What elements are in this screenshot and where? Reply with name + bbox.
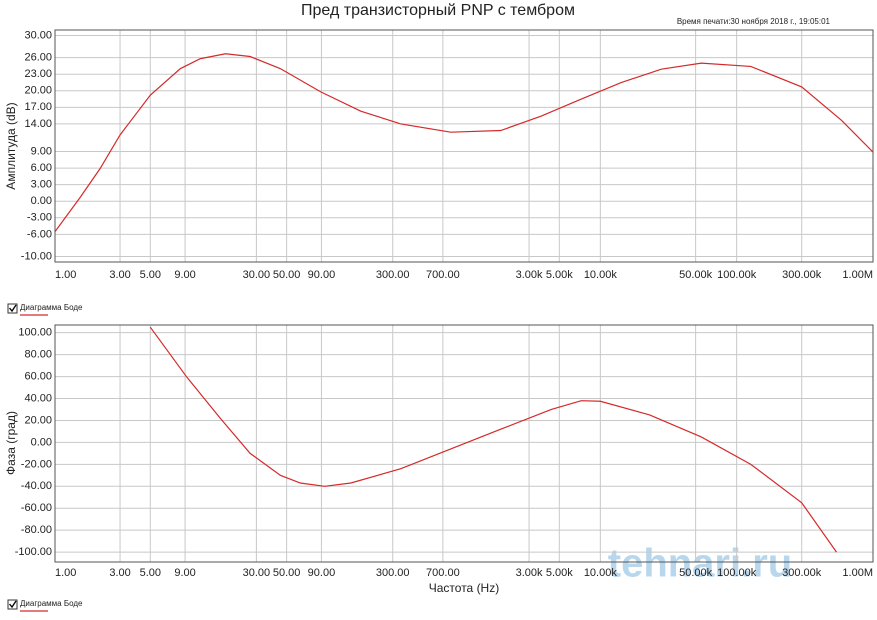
x-tick-label: 700.00 (426, 567, 460, 579)
y-tick-label: -80.00 (21, 524, 52, 536)
x-tick-label: 90.00 (308, 567, 336, 579)
x-tick-label: 3.00k (516, 567, 543, 579)
y-tick-label: 0.00 (31, 195, 52, 207)
y-tick-label: -40.00 (21, 480, 52, 492)
x-tick-label: 50.00k (679, 269, 713, 281)
y-axis-label: Фаза (град) (4, 411, 18, 475)
x-tick-label: 3.00k (516, 269, 543, 281)
x-tick-label: 10.00k (584, 567, 618, 579)
x-tick-label: 90.00 (308, 269, 336, 281)
y-axis-label: Амплитуда (dB) (4, 102, 18, 189)
y-tick-label: 3.00 (31, 179, 52, 191)
x-tick-label: 5.00 (140, 567, 161, 579)
y-tick-label: 14.00 (24, 118, 52, 130)
x-tick-label: 30.00 (243, 269, 271, 281)
x-tick-label: 1.00 (55, 269, 76, 281)
x-tick-label: 9.00 (174, 567, 195, 579)
y-tick-label: -3.00 (27, 212, 52, 224)
timestamp: Время печати:30 ноября 2018 г., 19:05:01 (677, 17, 831, 26)
x-tick-label: 1.00M (842, 567, 873, 579)
x-tick-label: 700.00 (426, 269, 460, 281)
legend-label: Диаграмма Боде (20, 599, 83, 608)
y-tick-label: -10.00 (21, 250, 52, 262)
y-tick-label: 20.00 (24, 85, 52, 97)
x-tick-label: 3.00 (109, 269, 130, 281)
x-tick-label: 50.00 (273, 567, 301, 579)
x-tick-label: 10.00k (584, 269, 618, 281)
legend-checkbox (7, 303, 18, 314)
x-tick-label: 30.00 (243, 567, 271, 579)
y-tick-label: 30.00 (24, 29, 52, 41)
y-tick-label: 17.00 (24, 101, 52, 113)
y-tick-label: 100.00 (18, 327, 52, 339)
plot-lines (55, 53, 873, 232)
x-axis-label: Частота (Hz) (429, 581, 499, 595)
legend-check (9, 304, 17, 313)
x-tick-label: 5.00 (140, 269, 161, 281)
y-tick-label: 60.00 (24, 370, 52, 382)
y-tick-label: 9.00 (31, 145, 52, 157)
x-tick-label: 50.00k (679, 567, 713, 579)
chart-title: Пред транзисторный PNP с тембром (301, 2, 575, 19)
data-line (149, 326, 838, 553)
x-tick-label: 3.00 (109, 567, 130, 579)
legend-label: Диаграмма Боде (20, 303, 83, 312)
plot-frame (54, 324, 874, 563)
x-tick-label: 5.00k (546, 567, 573, 579)
y-tick-label: 80.00 (24, 349, 52, 361)
legend-checkbox (7, 599, 18, 610)
y-tick-label: 23.00 (24, 68, 52, 80)
x-tick-label: 1.00 (55, 567, 76, 579)
legend-item[interactable]: Диаграмма Боде (7, 599, 83, 612)
plot-frame (54, 29, 874, 263)
x-tick-label: 300.00 (376, 269, 410, 281)
y-tick-label: -20.00 (21, 458, 52, 470)
y-tick-label: 40.00 (24, 392, 52, 404)
x-tick-label: 9.00 (174, 269, 195, 281)
y-tick-label: -100.00 (15, 546, 52, 558)
x-tick-label: 1.00M (842, 269, 873, 281)
x-tick-label: 5.00k (546, 269, 573, 281)
y-tick-label: 0.00 (31, 436, 52, 448)
x-tick-label: 100.00k (717, 269, 757, 281)
x-tick-label: 100.00k (717, 567, 757, 579)
x-tick-label: 50.00 (273, 269, 301, 281)
plot-lines (149, 326, 838, 553)
y-tick-label: 20.00 (24, 414, 52, 426)
legend-check (9, 600, 17, 609)
legend-item[interactable]: Диаграмма Боде (7, 303, 83, 316)
x-tick-label: 300.00 (376, 567, 410, 579)
watermark: tehnari.ru (608, 542, 792, 586)
y-tick-label: -6.00 (27, 228, 52, 240)
x-tick-label: 300.00k (782, 269, 822, 281)
x-tick-label: 300.00k (782, 567, 822, 579)
y-tick-label: 26.00 (24, 52, 52, 64)
y-tick-label: 6.00 (31, 162, 52, 174)
data-line (55, 53, 873, 232)
y-tick-label: -60.00 (21, 502, 52, 514)
